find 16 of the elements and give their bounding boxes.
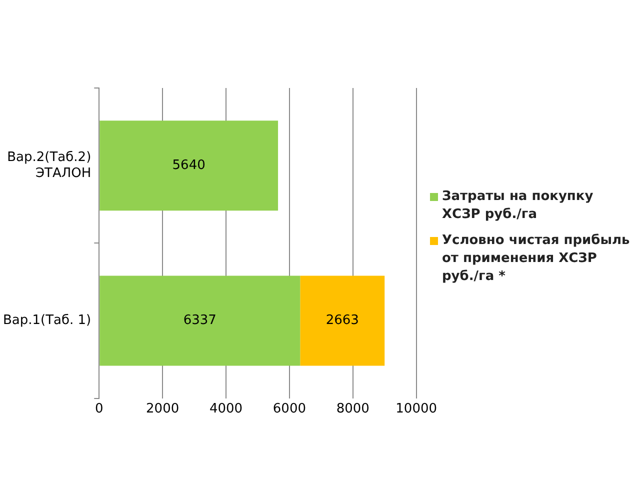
x-tick-label: 10000 (396, 402, 437, 417)
data-label: 2663 (326, 313, 359, 328)
x-tick-label: 6000 (272, 402, 306, 417)
y-tick-label: Вар.1(Таб. 1) (2, 313, 92, 328)
data-label: 6337 (183, 313, 216, 328)
legend-label: Условно чистая прибыль от применения ХСЗР руб./га * (442, 232, 631, 286)
x-tick-label: 0 (95, 402, 104, 417)
bar (100, 120, 278, 211)
y-tick-label: Вар.2(Таб.2) ЭТАЛОН (7, 150, 92, 181)
bar (100, 276, 300, 366)
legend-label: Затраты на покупку ХСЗР руб./га (442, 188, 594, 224)
x-tick-label: 4000 (209, 402, 243, 417)
bar (300, 276, 385, 366)
data-label: 5640 (172, 158, 206, 173)
x-tick-label: 2000 (146, 402, 180, 417)
x-tick-label: 8000 (336, 402, 370, 417)
